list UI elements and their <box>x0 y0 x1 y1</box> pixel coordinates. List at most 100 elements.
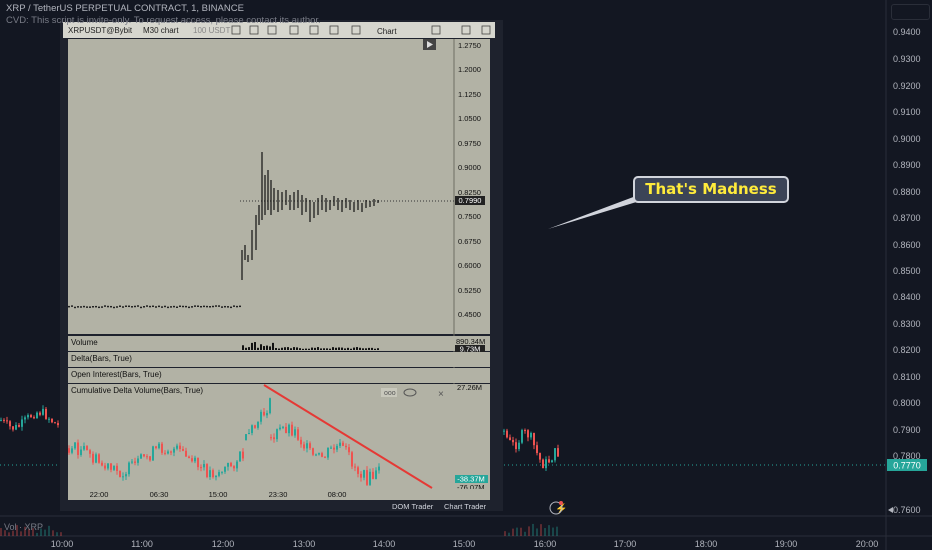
toolbar-icon[interactable] <box>431 25 441 35</box>
bg-candle <box>48 418 50 420</box>
inset-cdv-controls[interactable]: ooo × <box>381 388 444 400</box>
inset-candle <box>71 305 73 307</box>
volume-bar <box>520 527 522 536</box>
inset-cdv-candle <box>113 465 115 470</box>
price-axis[interactable]: 0.9400 0.9300 0.9200 0.9100 0.9000 0.8900 0.88… <box>893 27 921 515</box>
inset-close-icon[interactable]: × <box>438 389 444 400</box>
inset-candle <box>155 306 157 308</box>
toolbar-icon[interactable] <box>249 25 259 35</box>
time-tick: 15:00 <box>453 539 476 549</box>
inset-cdv-pane <box>68 384 454 489</box>
inset-volume-bar <box>311 347 313 350</box>
volume-bar <box>504 531 506 536</box>
inset-cdv-candle <box>318 453 320 455</box>
inset-candle <box>110 305 112 308</box>
inset-timeframe[interactable]: M30 chart <box>143 26 179 35</box>
inset-volume-bar <box>263 346 265 350</box>
inset-toolbar-icons[interactable] <box>231 25 491 35</box>
inset-volume-bar <box>269 346 271 350</box>
price-tick: 0.9300 <box>893 54 921 64</box>
volume-legend: Vol · XRP <box>4 522 43 532</box>
bg-candle <box>6 420 8 422</box>
time-axis[interactable]: 10:00 11:00 12:00 13:00 14:00 15:00 16:00 17:00… <box>51 539 879 549</box>
callout-pointer <box>548 196 643 229</box>
inset-price-tick: 0.9750 <box>458 139 481 148</box>
bg-candle <box>45 408 47 419</box>
toolbar-icon[interactable] <box>289 25 299 35</box>
inset-candle <box>113 306 115 309</box>
inset-eye-icon[interactable] <box>403 388 417 397</box>
inset-candle <box>206 305 208 308</box>
inset-cdv-candle <box>306 443 308 449</box>
bg-candle <box>512 439 514 443</box>
volume-bar <box>48 525 50 536</box>
inset-dom-trader[interactable]: DOM Trader <box>392 502 434 511</box>
inset-cdv-candle <box>119 470 121 478</box>
inset-unit[interactable]: 100 USDT <box>193 26 230 35</box>
bg-candle <box>0 419 2 421</box>
inset-cdv-candle <box>128 462 130 475</box>
inset-candle <box>191 306 193 308</box>
inset-cdv-candle <box>212 470 214 478</box>
lightning-icon[interactable]: ⚡ <box>555 502 567 515</box>
bg-candle <box>503 430 505 432</box>
inset-cdv-top: 27.26M <box>457 383 482 392</box>
volume-bar <box>532 523 534 536</box>
inset-more-icon[interactable] <box>381 388 397 397</box>
inset-symbol[interactable]: XRPUSDT@Bybit <box>68 26 133 35</box>
toolbar-icon[interactable] <box>267 25 277 35</box>
inset-volume-bar <box>353 347 355 350</box>
inset-candle <box>149 305 151 308</box>
inset-cdv-candle <box>155 446 157 449</box>
inset-chart-label[interactable]: Chart <box>377 27 397 36</box>
inset-trendline <box>263 384 433 489</box>
inset-cdv-axis <box>454 384 490 489</box>
volume-bar <box>540 524 542 536</box>
toolbar-icon[interactable] <box>231 25 241 35</box>
inset-candle <box>131 306 133 308</box>
inset-volume-bar <box>341 347 343 350</box>
price-tick: 0.9100 <box>893 107 921 117</box>
inset-volume-bar <box>299 348 301 350</box>
inset-cdv-candle <box>98 454 100 463</box>
top-right-box[interactable] <box>891 4 930 20</box>
inset-price-pane <box>68 39 454 334</box>
inset-cdv-candle <box>285 426 287 434</box>
inset-time-tick: 22:00 <box>90 490 109 499</box>
inset-cdv-candle <box>251 425 253 434</box>
inset-candle <box>83 305 85 308</box>
inset-cdv-candle <box>224 466 226 472</box>
inset-price-ticks: 1.2750 1.2000 1.1250 1.0500 0.9750 0.9000 0.82… <box>458 41 481 319</box>
volume-bars <box>0 523 558 536</box>
inset-cdv-candle <box>170 451 172 453</box>
volume-bar <box>20 531 22 536</box>
inset-cdv-badge <box>455 475 488 483</box>
inset-cdv-candle <box>266 413 268 416</box>
inset-candle <box>212 305 214 308</box>
scroll-right-icon[interactable] <box>888 507 893 513</box>
volume-bar <box>60 532 62 536</box>
inset-volume-bar <box>290 348 292 350</box>
price-tick: 0.8000 <box>893 398 921 408</box>
toolbar-icon[interactable] <box>461 25 471 35</box>
inset-cdv-candle <box>339 442 341 446</box>
inset-price-tick: 0.5250 <box>458 286 481 295</box>
inset-volume-bar <box>374 348 376 350</box>
toolbar-icon[interactable] <box>481 25 491 35</box>
inset-chart-trader[interactable]: Chart Trader <box>444 502 487 511</box>
volume-bar <box>508 532 510 536</box>
inset-price-axis <box>454 39 490 334</box>
inset-cdv-candle <box>188 456 190 459</box>
inset-toolbar[interactable] <box>63 22 495 38</box>
toolbar-icon[interactable] <box>329 25 339 35</box>
toolbar-icon[interactable] <box>351 25 361 35</box>
inset-oi-label: Open Interest(Bars, True) <box>71 370 162 379</box>
inset-cdv-candle <box>336 445 338 450</box>
inset-volume-bar <box>275 348 277 350</box>
inset-cdv-candle <box>291 424 293 436</box>
inset-volume-pane <box>68 336 490 351</box>
symbol-title[interactable]: XRP / TetherUS PERPETUAL CONTRACT, 1, BI… <box>6 3 244 14</box>
inset-volume-bar <box>260 344 262 350</box>
toolbar-icon[interactable] <box>309 25 319 35</box>
